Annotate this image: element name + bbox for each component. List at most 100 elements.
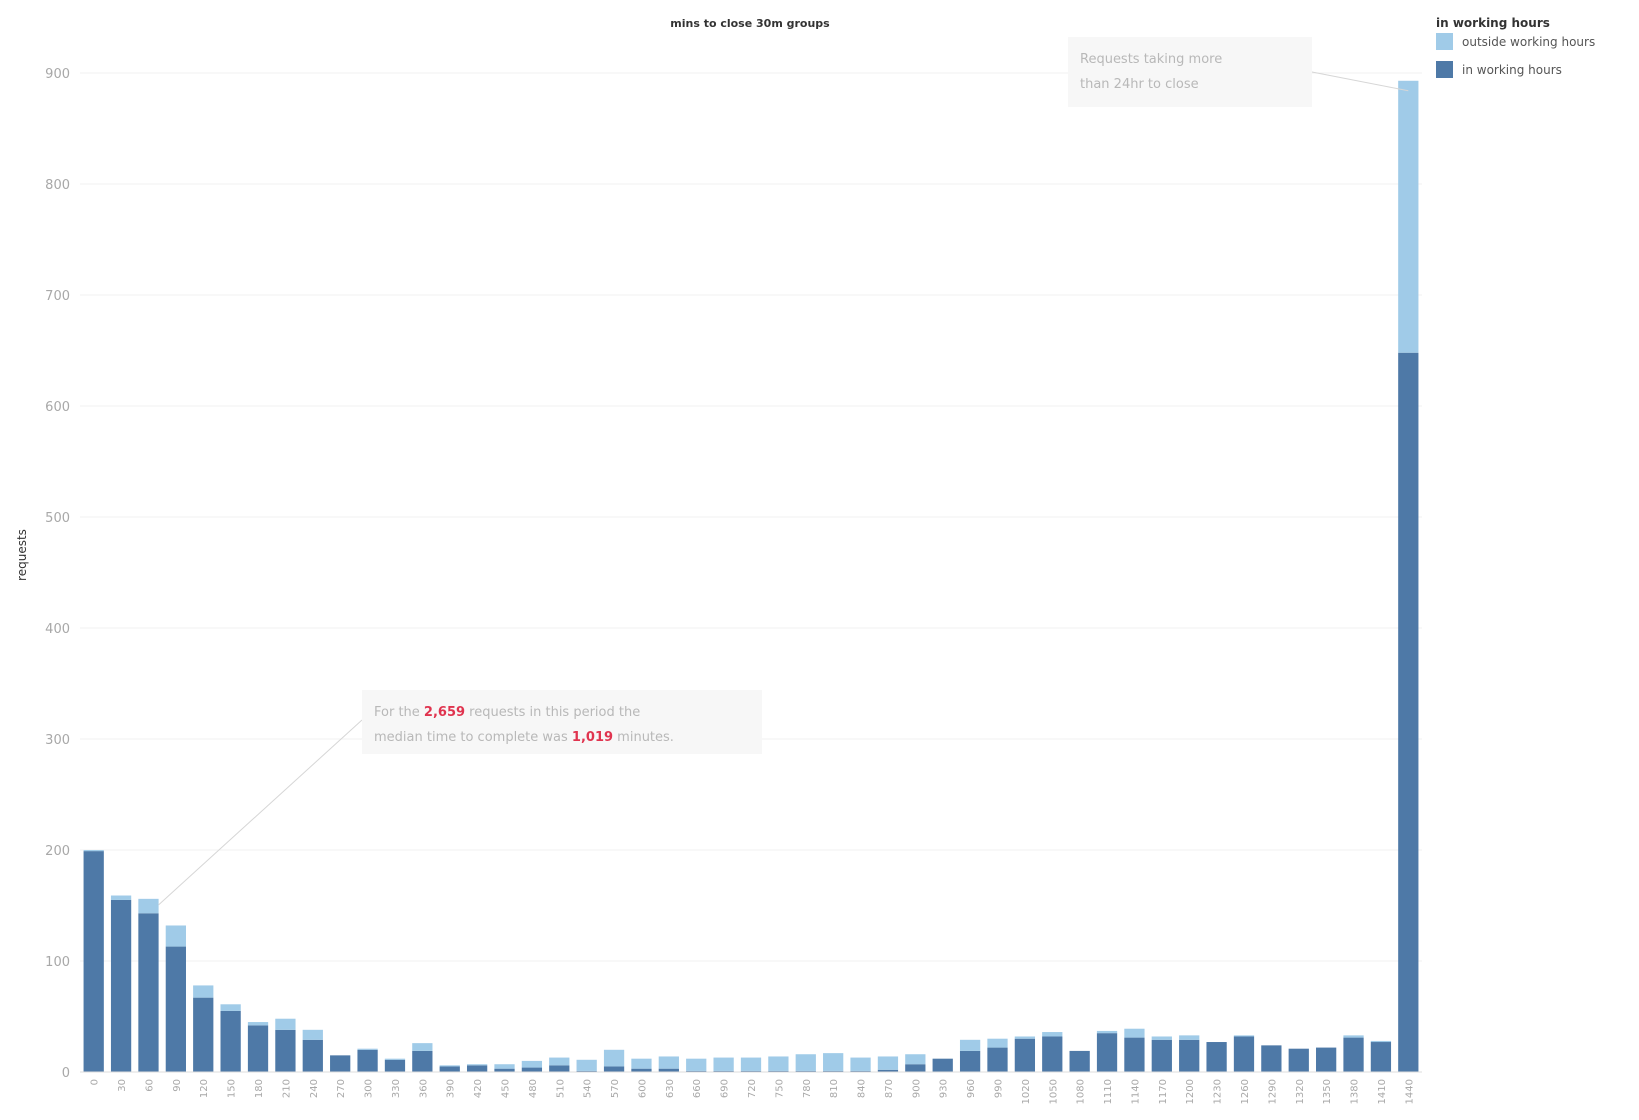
bar-segment-in-working-hours[interactable] (959, 1050, 981, 1072)
bar-segment-outside-working-hours[interactable] (576, 1059, 597, 1071)
bar-segment-in-working-hours[interactable] (713, 1070, 734, 1072)
bar-segment-in-working-hours[interactable] (850, 1070, 871, 1072)
bar-segment-outside-working-hours[interactable] (1179, 1035, 1200, 1040)
bar-segment-outside-working-hours[interactable] (1370, 1040, 1392, 1043)
bar-segment-outside-working-hours[interactable] (110, 895, 132, 900)
bar-segment-in-working-hours[interactable] (247, 1025, 269, 1072)
bar-segment-in-working-hours[interactable] (357, 1049, 378, 1072)
legend[interactable]: in working hours outside working hours in… (1436, 16, 1595, 78)
bar-segment-in-working-hours[interactable] (1233, 1036, 1255, 1072)
bar-segment-outside-working-hours[interactable] (165, 925, 186, 947)
bar-segment-in-working-hours[interactable] (549, 1065, 570, 1072)
bar-segment-outside-working-hours[interactable] (686, 1058, 707, 1071)
bar-segment-in-working-hours[interactable] (1261, 1045, 1282, 1072)
bar-segment-in-working-hours[interactable] (603, 1066, 625, 1072)
bar-segment-outside-working-hours[interactable] (521, 1060, 543, 1068)
bar-segment-in-working-hours[interactable] (1096, 1033, 1118, 1072)
x-tick-label: 120 (199, 1079, 210, 1098)
bar-segment-outside-working-hours[interactable] (1014, 1036, 1036, 1039)
bar-segment-outside-working-hours[interactable] (549, 1057, 570, 1066)
bar-segment-outside-working-hours[interactable] (631, 1058, 652, 1069)
bar-segment-in-working-hours[interactable] (905, 1064, 926, 1072)
bar-segment-outside-working-hours[interactable] (1042, 1032, 1063, 1037)
bar-segment-outside-working-hours[interactable] (959, 1039, 981, 1051)
bar-segment-in-working-hours[interactable] (138, 913, 159, 1072)
bar-segment-in-working-hours[interactable] (275, 1029, 296, 1072)
bar-segment-in-working-hours[interactable] (576, 1070, 597, 1072)
bar-segment-outside-working-hours[interactable] (987, 1038, 1008, 1048)
bar-segment-in-working-hours[interactable] (439, 1066, 460, 1072)
bar-segment-in-working-hours[interactable] (823, 1070, 844, 1072)
legend-label: in working hours (1462, 63, 1562, 77)
bar-segment-in-working-hours[interactable] (1370, 1042, 1392, 1072)
bar-segment-outside-working-hours[interactable] (193, 985, 214, 998)
bar-segment-outside-working-hours[interactable] (658, 1056, 679, 1069)
bar-segment-in-working-hours[interactable] (1014, 1038, 1036, 1072)
bar-segment-outside-working-hours[interactable] (740, 1057, 762, 1071)
bar-segment-outside-working-hours[interactable] (220, 1004, 241, 1011)
bar-segment-in-working-hours[interactable] (768, 1070, 789, 1072)
bar-segment-outside-working-hours[interactable] (795, 1054, 816, 1071)
bar-segment-in-working-hours[interactable] (521, 1067, 543, 1072)
bar-segment-in-working-hours[interactable] (1316, 1047, 1337, 1072)
bar-segment-in-working-hours[interactable] (165, 946, 186, 1072)
bar-segment-in-working-hours[interactable] (384, 1059, 406, 1072)
annotation-segment: For the (374, 705, 424, 720)
bar-segment-outside-working-hours[interactable] (877, 1056, 899, 1070)
bar-segment-outside-working-hours[interactable] (1398, 80, 1419, 353)
bar-segment-in-working-hours[interactable] (795, 1070, 816, 1072)
bar-segment-in-working-hours[interactable] (83, 851, 104, 1072)
bar-segment-in-working-hours[interactable] (740, 1070, 762, 1072)
bar-segment-in-working-hours[interactable] (1343, 1037, 1364, 1072)
bar-segment-outside-working-hours[interactable] (768, 1056, 789, 1071)
bar-segment-outside-working-hours[interactable] (466, 1064, 488, 1066)
bar-segment-in-working-hours[interactable] (932, 1058, 953, 1072)
y-tick-label: 700 (45, 289, 70, 304)
bar-segment-outside-working-hours[interactable] (850, 1057, 871, 1071)
bar-segment-outside-working-hours[interactable] (494, 1064, 515, 1069)
bar-segment-outside-working-hours[interactable] (1343, 1035, 1364, 1038)
bar-segment-in-working-hours[interactable] (1206, 1042, 1227, 1072)
bar-segment-in-working-hours[interactable] (466, 1065, 488, 1072)
bar-segment-in-working-hours[interactable] (1042, 1036, 1063, 1072)
bar-segment-outside-working-hours[interactable] (247, 1022, 269, 1026)
bar-segment-outside-working-hours[interactable] (357, 1048, 378, 1050)
bar-segment-outside-working-hours[interactable] (603, 1049, 625, 1067)
bar-segment-in-working-hours[interactable] (302, 1039, 323, 1072)
bar-segment-in-working-hours[interactable] (658, 1068, 679, 1072)
bar-segment-outside-working-hours[interactable] (1151, 1036, 1172, 1040)
bar-segment-in-working-hours[interactable] (1288, 1048, 1309, 1072)
x-tick-label: 1440 (1404, 1079, 1415, 1104)
bar-segment-outside-working-hours[interactable] (138, 898, 159, 914)
bar-segment-in-working-hours[interactable] (220, 1010, 241, 1072)
bar-segment-in-working-hours[interactable] (412, 1050, 433, 1072)
bar-segment-outside-working-hours[interactable] (823, 1053, 844, 1071)
bar-segment-in-working-hours[interactable] (1398, 352, 1419, 1073)
bar-segment-outside-working-hours[interactable] (302, 1029, 323, 1040)
bar-segment-in-working-hours[interactable] (1124, 1037, 1145, 1072)
bar-segment-outside-working-hours[interactable] (384, 1058, 406, 1060)
bar-segment-in-working-hours[interactable] (330, 1055, 351, 1072)
bar-segment-outside-working-hours[interactable] (1124, 1028, 1145, 1038)
bar-segment-in-working-hours[interactable] (1151, 1039, 1172, 1072)
x-tick-label: 240 (309, 1079, 320, 1098)
bar-segment-in-working-hours[interactable] (110, 899, 132, 1072)
bar-segment-in-working-hours[interactable] (686, 1070, 707, 1072)
bar-segment-in-working-hours[interactable] (987, 1047, 1008, 1072)
bar-segment-outside-working-hours[interactable] (439, 1065, 460, 1067)
bar-segment-outside-working-hours[interactable] (1233, 1035, 1255, 1037)
annotation-segment: minutes. (613, 730, 674, 745)
bar-segment-in-working-hours[interactable] (494, 1068, 515, 1072)
bar-segment-in-working-hours[interactable] (193, 997, 214, 1072)
bar-segment-in-working-hours[interactable] (877, 1069, 899, 1072)
bar-segment-in-working-hours[interactable] (1069, 1050, 1090, 1072)
bar-segment-outside-working-hours[interactable] (275, 1018, 296, 1030)
bar-segment-outside-working-hours[interactable] (905, 1054, 926, 1065)
bar-segment-in-working-hours[interactable] (631, 1068, 652, 1072)
bar-segment-outside-working-hours[interactable] (412, 1043, 433, 1051)
bar-segment-outside-working-hours[interactable] (83, 850, 104, 852)
annotation-text: For the 2,659 requests in this period th… (374, 705, 674, 745)
bar-segment-in-working-hours[interactable] (1179, 1039, 1200, 1072)
bar-segment-outside-working-hours[interactable] (1096, 1030, 1118, 1034)
bar-segment-outside-working-hours[interactable] (713, 1057, 734, 1071)
